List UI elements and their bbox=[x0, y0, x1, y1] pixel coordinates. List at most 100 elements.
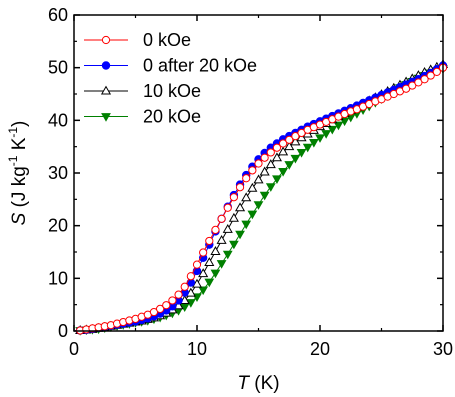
y-tick-label: 20 bbox=[48, 216, 68, 236]
data-point bbox=[229, 193, 238, 202]
axis-ticks: 0 10 20 30 0 10 20 30 40 50 60 bbox=[48, 5, 453, 359]
legend-entry: 0 after 20 kOe bbox=[84, 56, 257, 76]
x-axis-label: T (K) bbox=[237, 373, 279, 394]
data-point bbox=[192, 260, 202, 269]
legend-entry: 20 kOe bbox=[84, 107, 201, 127]
legend: 0 kOe 0 after 20 kOe 10 kOe 20 kOe bbox=[84, 30, 257, 127]
data-point bbox=[204, 278, 215, 288]
data-point bbox=[259, 191, 270, 201]
data-point bbox=[296, 149, 307, 158]
y-axis-label: S (J kg-1 K-1) bbox=[6, 121, 30, 226]
data-point bbox=[234, 202, 246, 212]
data-point bbox=[222, 223, 233, 233]
data-point bbox=[235, 183, 245, 192]
legend-label: 20 kOe bbox=[143, 107, 201, 127]
series-0-koe bbox=[73, 63, 448, 335]
data-point bbox=[284, 141, 295, 151]
data-point bbox=[333, 121, 344, 131]
data-point bbox=[205, 236, 214, 246]
data-point bbox=[327, 125, 338, 135]
data-point bbox=[211, 225, 220, 234]
y-axis-label-exp2: -1 bbox=[6, 127, 20, 138]
data-point bbox=[279, 139, 288, 148]
data-point bbox=[229, 240, 239, 250]
data-point bbox=[315, 134, 325, 143]
data-point bbox=[241, 192, 252, 202]
legend-marker bbox=[101, 113, 111, 122]
series-0-after-20-koe bbox=[73, 61, 448, 335]
data-point bbox=[156, 304, 165, 313]
data-point bbox=[432, 67, 441, 76]
data-point bbox=[242, 174, 251, 183]
data-point bbox=[290, 154, 301, 164]
data-point bbox=[241, 220, 252, 230]
data-point bbox=[247, 210, 258, 220]
data-point bbox=[217, 214, 226, 223]
data-point bbox=[254, 159, 263, 168]
x-tick-label: 30 bbox=[433, 339, 453, 359]
y-tick-label: 40 bbox=[48, 110, 68, 130]
data-point bbox=[284, 161, 295, 170]
data-point bbox=[174, 290, 183, 299]
data-point bbox=[271, 152, 283, 162]
series-line bbox=[73, 65, 444, 332]
data-point bbox=[216, 235, 227, 244]
legend-marker bbox=[101, 35, 111, 45]
data-point bbox=[265, 183, 276, 192]
y-axis-label-symbol: S bbox=[9, 212, 30, 225]
data-point bbox=[272, 175, 282, 185]
y-tick-label: 0 bbox=[58, 321, 68, 341]
legend-marker bbox=[100, 85, 112, 95]
data-point bbox=[253, 201, 264, 210]
data-point bbox=[162, 301, 171, 310]
data-point bbox=[308, 139, 319, 148]
data-point bbox=[168, 296, 177, 305]
data-point bbox=[285, 135, 294, 144]
plot-frame bbox=[73, 14, 444, 332]
data-point bbox=[290, 136, 301, 146]
data-point bbox=[260, 153, 269, 162]
legend-entry: 0 kOe bbox=[84, 30, 191, 50]
legend-marker bbox=[101, 61, 111, 70]
data-point bbox=[204, 257, 215, 267]
legend-label: 0 kOe bbox=[143, 30, 191, 50]
y-tick-label: 60 bbox=[48, 5, 68, 25]
series-line bbox=[73, 67, 444, 332]
data-point bbox=[186, 272, 195, 281]
series-line bbox=[73, 68, 444, 332]
legend-label: 0 after 20 kOe bbox=[143, 56, 257, 76]
data-point bbox=[223, 203, 232, 212]
x-axis-label-unit: (K) bbox=[249, 373, 280, 394]
series-layer bbox=[73, 59, 449, 336]
data-point bbox=[198, 286, 209, 296]
y-axis-label-unit-mid: K bbox=[9, 137, 30, 155]
x-axis-label-symbol: T bbox=[237, 373, 250, 394]
data-point bbox=[216, 260, 227, 269]
y-axis-label-unit-end: ) bbox=[9, 121, 30, 127]
series-10-koe bbox=[73, 59, 449, 334]
legend-label: 10 kOe bbox=[143, 81, 201, 101]
y-axis-label-unit-base: (J kg bbox=[9, 166, 30, 212]
data-point bbox=[253, 174, 264, 184]
data-point bbox=[426, 71, 435, 80]
data-point bbox=[302, 143, 313, 153]
data-point bbox=[265, 159, 276, 169]
data-point bbox=[222, 250, 233, 260]
data-point bbox=[180, 282, 189, 291]
x-tick-label: 20 bbox=[310, 339, 330, 359]
data-point bbox=[210, 246, 221, 255]
data-point bbox=[210, 269, 221, 279]
y-tick-label: 30 bbox=[48, 163, 68, 183]
legend-entry: 10 kOe bbox=[84, 81, 201, 101]
data-point bbox=[420, 75, 429, 84]
data-point bbox=[272, 143, 282, 152]
data-point bbox=[235, 230, 245, 240]
x-tick-label: 0 bbox=[69, 339, 79, 359]
x-tick-label: 10 bbox=[187, 339, 207, 359]
data-point bbox=[266, 148, 275, 157]
data-point bbox=[259, 166, 270, 176]
data-point bbox=[278, 168, 288, 177]
data-point bbox=[198, 268, 209, 278]
series-line bbox=[73, 64, 444, 332]
